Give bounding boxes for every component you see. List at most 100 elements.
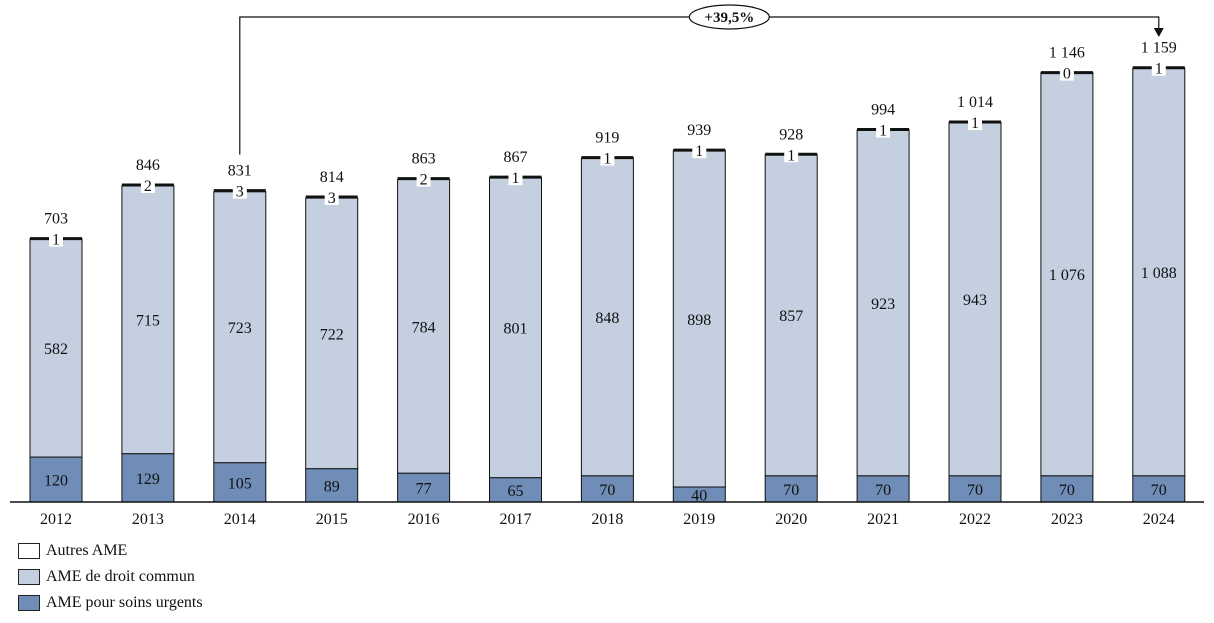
data-label-other: 2 xyxy=(420,172,428,189)
bar-urgent xyxy=(213,462,267,503)
data-label-other: 1 xyxy=(695,143,703,160)
growth-arrow-head xyxy=(1153,28,1164,37)
data-label-common: 898 xyxy=(687,312,711,329)
growth-annotation-ellipse xyxy=(688,4,770,30)
data-label-other-bg xyxy=(600,150,615,166)
data-label-total: 1 159 xyxy=(1141,40,1177,57)
data-label-total: 867 xyxy=(504,149,528,166)
data-label-other-bg xyxy=(1151,60,1166,76)
data-label-total: 814 xyxy=(320,169,344,186)
legend-swatch-common xyxy=(18,569,40,585)
data-label-total: 928 xyxy=(779,126,803,143)
x-tick-label: 2024 xyxy=(1143,511,1175,528)
growth-annotation-label: +39,5% xyxy=(704,10,754,26)
bar-urgent xyxy=(397,472,451,503)
data-label-other-bg xyxy=(876,122,891,138)
x-tick-label: 2018 xyxy=(591,511,623,528)
bar-common xyxy=(489,177,542,479)
bar-common xyxy=(305,197,359,470)
data-label-common: 923 xyxy=(871,296,895,313)
data-label-other: 2 xyxy=(144,178,152,195)
data-label-urgent: 70 xyxy=(1151,482,1167,499)
data-label-other-bg xyxy=(968,115,982,131)
data-label-other-bg xyxy=(416,171,431,187)
legend-label-other: Autres AME xyxy=(46,542,128,559)
bar-common xyxy=(672,150,726,488)
data-label-urgent: 65 xyxy=(508,483,524,500)
data-label-urgent: 70 xyxy=(967,482,983,499)
x-tick-label: 2019 xyxy=(683,511,715,528)
bar-common xyxy=(764,154,818,477)
data-label-total: 846 xyxy=(136,157,160,174)
data-label-total: 863 xyxy=(412,151,436,168)
data-label-other: 1 xyxy=(512,170,520,187)
data-label-total: 919 xyxy=(595,130,619,147)
data-label-other-bg xyxy=(49,231,63,247)
bar-urgent xyxy=(121,453,175,503)
data-label-urgent: 70 xyxy=(1059,482,1075,499)
x-tick-label: 2012 xyxy=(40,511,72,528)
legend-item-urgent: AME pour soins urgents xyxy=(18,590,203,616)
bar-common xyxy=(213,191,267,464)
data-label-urgent: 70 xyxy=(875,482,891,499)
data-label-total: 939 xyxy=(687,122,711,139)
data-label-urgent: 89 xyxy=(324,478,340,495)
data-label-other: 1 xyxy=(879,123,887,140)
x-tick-label: 2013 xyxy=(132,511,164,528)
data-label-common: 943 xyxy=(963,292,987,309)
data-label-urgent: 105 xyxy=(228,475,252,492)
legend-label-urgent: AME pour soins urgents xyxy=(46,594,203,611)
x-tick-label: 2022 xyxy=(959,511,991,528)
data-label-common: 801 xyxy=(504,321,528,338)
bar-common xyxy=(1132,67,1186,477)
data-label-other-bg xyxy=(1059,65,1074,81)
bar-common xyxy=(948,121,1002,477)
bar-urgent xyxy=(856,475,910,503)
bar-urgent xyxy=(489,477,542,503)
data-label-common: 857 xyxy=(779,308,803,325)
bar-common xyxy=(1040,72,1094,477)
bar-common xyxy=(580,157,634,477)
data-label-other: 0 xyxy=(1063,66,1071,83)
data-label-urgent: 120 xyxy=(44,473,68,490)
legend-item-other: Autres AME xyxy=(18,538,203,564)
data-label-other-bg xyxy=(784,147,799,163)
bar-urgent xyxy=(580,475,634,503)
data-label-other-bg xyxy=(140,178,155,194)
bar-common xyxy=(397,178,451,474)
x-tick-label: 2021 xyxy=(867,511,899,528)
data-label-other: 1 xyxy=(52,232,60,249)
x-tick-label: 2020 xyxy=(775,511,807,528)
data-label-common: 1 088 xyxy=(1141,265,1177,282)
data-label-urgent: 70 xyxy=(783,482,799,499)
bar-urgent xyxy=(29,456,83,503)
x-tick-label: 2017 xyxy=(500,511,532,528)
data-label-other-bg xyxy=(324,189,339,205)
data-label-common: 784 xyxy=(412,319,436,336)
x-tick-label: 2016 xyxy=(408,511,440,528)
x-tick-label: 2014 xyxy=(224,511,256,528)
bar-common xyxy=(121,185,175,455)
legend-swatch-other xyxy=(18,543,40,559)
x-tick-label: 2015 xyxy=(316,511,348,528)
data-label-other: 1 xyxy=(1155,61,1163,78)
bar-common xyxy=(856,129,910,477)
data-label-total: 1 014 xyxy=(957,94,993,111)
bar-urgent xyxy=(948,475,1002,503)
data-label-other-bg xyxy=(508,170,523,186)
x-tick-label: 2023 xyxy=(1051,511,1083,528)
data-label-total: 994 xyxy=(871,102,895,119)
legend: Autres AME AME de droit commun AME pour … xyxy=(18,538,203,616)
data-label-other: 1 xyxy=(971,115,979,132)
legend-swatch-urgent xyxy=(18,595,40,611)
bar-common xyxy=(29,238,83,458)
data-label-total: 703 xyxy=(44,211,68,228)
data-label-other: 1 xyxy=(787,147,795,164)
data-label-other-bg xyxy=(232,183,247,199)
data-label-common: 722 xyxy=(320,326,344,343)
legend-label-common: AME de droit commun xyxy=(46,568,195,585)
data-label-common: 1 076 xyxy=(1049,267,1085,284)
data-label-other-bg xyxy=(692,143,707,159)
data-label-urgent: 77 xyxy=(416,481,432,498)
